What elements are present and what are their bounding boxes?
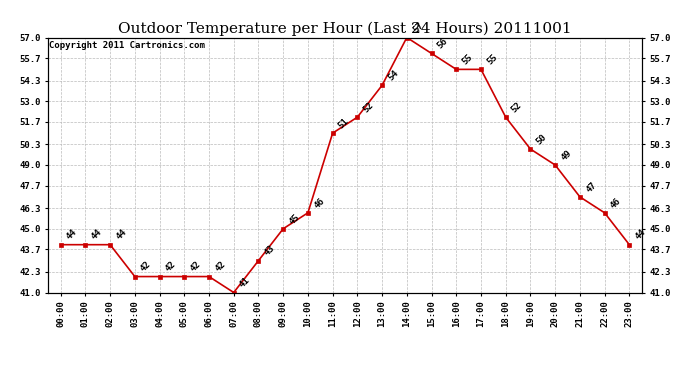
Text: 52: 52 <box>510 100 524 114</box>
Text: 56: 56 <box>435 37 450 51</box>
Text: 42: 42 <box>213 260 227 274</box>
Text: 52: 52 <box>362 100 375 114</box>
Text: 50: 50 <box>535 132 549 146</box>
Text: Copyright 2011 Cartronics.com: Copyright 2011 Cartronics.com <box>50 41 206 50</box>
Text: 45: 45 <box>287 212 302 226</box>
Text: 44: 44 <box>90 228 104 242</box>
Text: 54: 54 <box>386 69 400 82</box>
Text: 47: 47 <box>584 180 598 194</box>
Text: 49: 49 <box>560 148 573 162</box>
Text: 42: 42 <box>188 260 202 274</box>
Text: 44: 44 <box>115 228 128 242</box>
Text: 41: 41 <box>238 276 252 290</box>
Text: 43: 43 <box>263 244 277 258</box>
Text: 46: 46 <box>609 196 623 210</box>
Text: 44: 44 <box>65 228 79 242</box>
Text: 42: 42 <box>164 260 178 274</box>
Text: 55: 55 <box>460 53 475 67</box>
Title: Outdoor Temperature per Hour (Last 24 Hours) 20111001: Outdoor Temperature per Hour (Last 24 Ho… <box>118 22 572 36</box>
Text: 55: 55 <box>485 53 499 67</box>
Text: 46: 46 <box>312 196 326 210</box>
Text: 42: 42 <box>139 260 153 274</box>
Text: 51: 51 <box>337 116 351 130</box>
Text: 57: 57 <box>411 21 425 35</box>
Text: 44: 44 <box>633 228 647 242</box>
